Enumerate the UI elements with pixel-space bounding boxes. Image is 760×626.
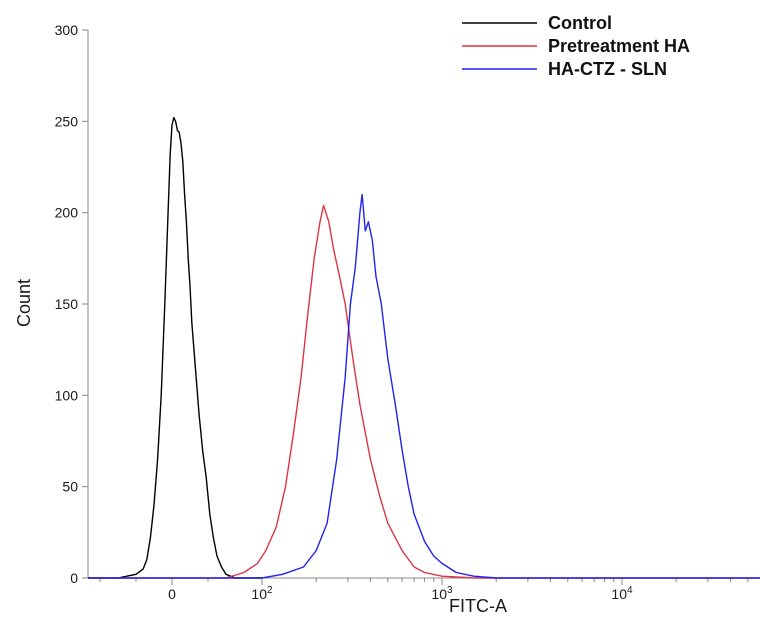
- y-axis-ticks: 0 50 100 150 200 250 300: [55, 22, 88, 586]
- legend-label: HA-CTZ - SLN: [548, 59, 667, 79]
- legend-label: Control: [548, 13, 612, 33]
- x-axis-ticks: 0 102 103 104: [99, 578, 749, 602]
- series-line-0: [88, 116, 262, 579]
- legend-label: Pretreatment HA: [548, 36, 690, 56]
- series-lines: [88, 116, 760, 579]
- y-tick-label: 200: [55, 205, 79, 221]
- y-tick-label: 250: [55, 113, 79, 129]
- series-line-1: [88, 204, 760, 579]
- x-tick-label: 104: [611, 585, 633, 602]
- y-tick-label: 0: [70, 570, 78, 586]
- x-axis-title: FITC-A: [449, 596, 507, 616]
- y-tick-label: 300: [55, 22, 79, 38]
- y-tick-label: 100: [55, 387, 79, 403]
- y-tick-label: 50: [62, 479, 78, 495]
- series-line-2: [88, 193, 760, 579]
- x-tick-label: 102: [251, 585, 273, 602]
- legend: Control Pretreatment HA HA-CTZ - SLN: [462, 13, 690, 79]
- y-axis-title: Count: [14, 279, 34, 327]
- x-tick-label: 0: [168, 586, 176, 602]
- axes: [87, 30, 760, 579]
- y-tick-label: 150: [55, 296, 79, 312]
